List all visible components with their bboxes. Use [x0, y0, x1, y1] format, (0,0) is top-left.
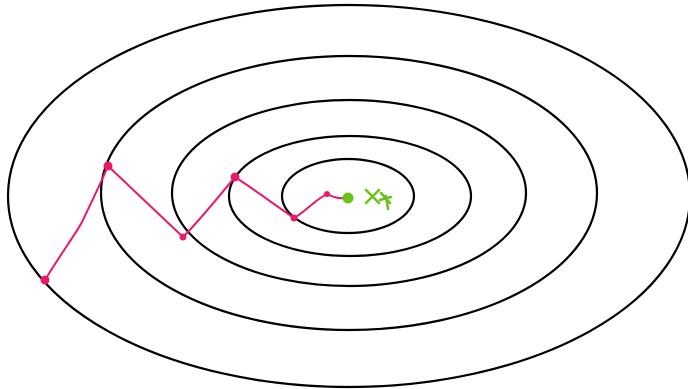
- contour-ellipse-2: [99, 54, 599, 332]
- contour-ellipse-4: [227, 134, 473, 258]
- path-point-3: [179, 233, 187, 241]
- path-point-6: [324, 191, 330, 197]
- contour-lines: [7, 3, 688, 389]
- path-point-5: [290, 214, 298, 222]
- contour-ellipse-5: [280, 157, 416, 235]
- minimum-marker: [342, 188, 393, 211]
- contour-ellipse-3: [170, 98, 528, 288]
- path-point-2: [103, 161, 113, 171]
- contour-ellipse-1: [7, 3, 688, 389]
- path-point-1: [40, 275, 50, 285]
- path-point-4: [230, 172, 240, 182]
- descent-path: [40, 161, 349, 285]
- optimum-label-handwritten: [364, 188, 393, 211]
- minimum-point: [342, 192, 354, 204]
